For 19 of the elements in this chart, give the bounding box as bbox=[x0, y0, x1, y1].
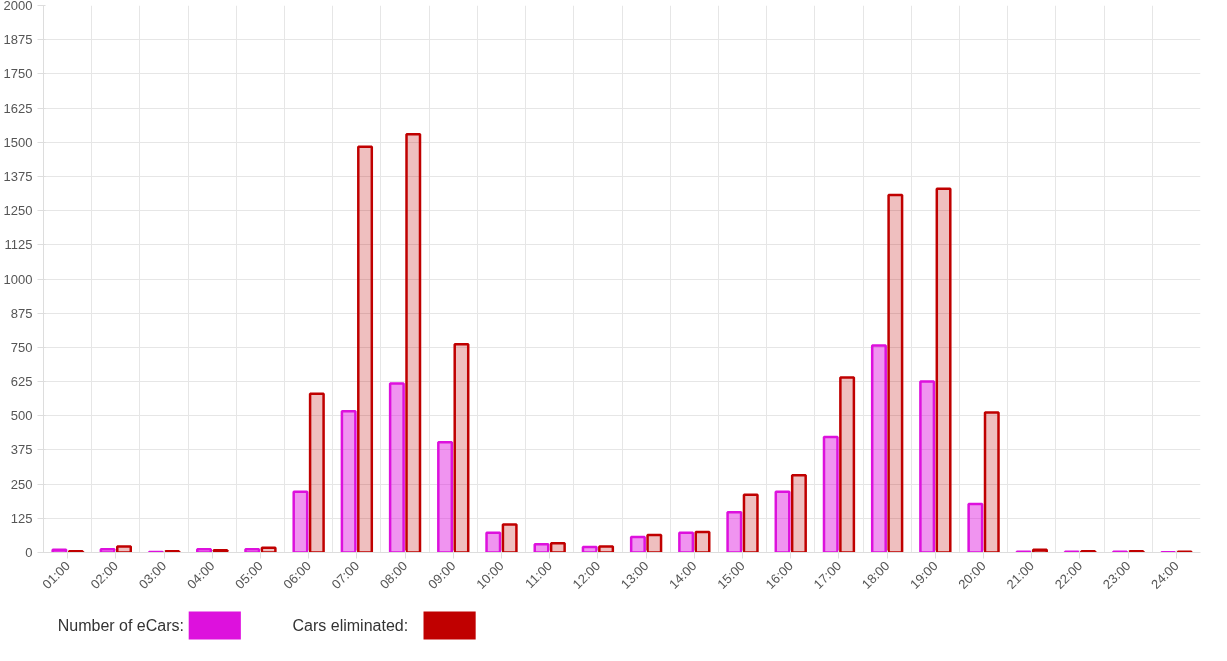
y-tick-label: 2000 bbox=[3, 0, 33, 13]
y-tick-label: 375 bbox=[10, 442, 33, 458]
y-tick-label: 500 bbox=[10, 408, 33, 424]
y-tick-label: 1000 bbox=[3, 271, 33, 287]
y-tick-label: 1375 bbox=[3, 168, 33, 184]
y-tick-label: 1750 bbox=[3, 66, 33, 82]
y-tick-label: 875 bbox=[10, 305, 33, 321]
y-tick-label: 1875 bbox=[3, 32, 33, 48]
legend-label: Number of eCars: bbox=[57, 617, 184, 634]
y-tick-label: 1625 bbox=[3, 100, 33, 116]
y-tick-label: 250 bbox=[10, 476, 33, 492]
y-tick-label: 1250 bbox=[3, 203, 33, 219]
y-tick-label: 750 bbox=[10, 339, 33, 355]
y-tick-label: 1500 bbox=[3, 134, 33, 150]
y-tick-label: 1125 bbox=[4, 237, 33, 253]
y-tick-label: 125 bbox=[10, 510, 33, 526]
legend-label: Cars eliminated: bbox=[292, 617, 409, 634]
y-tick-label: 0 bbox=[25, 545, 33, 560]
y-tick-label: 625 bbox=[10, 374, 33, 390]
